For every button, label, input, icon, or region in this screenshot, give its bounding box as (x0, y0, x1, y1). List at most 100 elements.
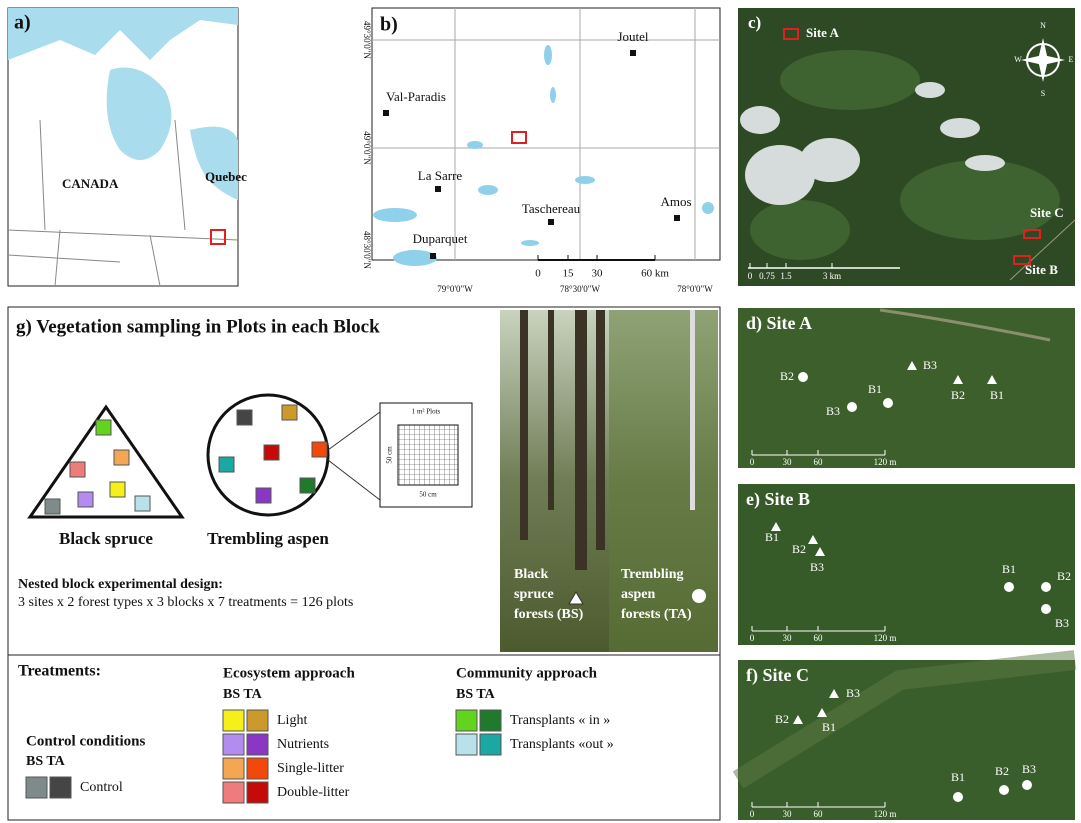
longitude-label: 78°30'0"W (560, 284, 600, 294)
block-label: B1 (868, 382, 882, 396)
treatment-square (264, 445, 279, 460)
figure: a) CANADA Quebec b) JoutelVal-ParadisLa … (0, 0, 1081, 823)
treatment-square (456, 734, 477, 755)
compass-label: S (1041, 89, 1045, 98)
panel-label: b) (380, 14, 398, 36)
inset-width: 50 cm (419, 491, 437, 499)
scale-label: 120 m (874, 809, 897, 819)
approach-title: Community approach (456, 665, 598, 681)
treatment-square (247, 710, 268, 731)
forest-type: Trembling aspen (207, 529, 329, 548)
ta-block-marker (798, 372, 808, 382)
site-label: Site B (1025, 262, 1058, 277)
ta-block-marker (1041, 582, 1051, 592)
block-label: B3 (1022, 762, 1036, 776)
block-label: B2 (780, 369, 794, 383)
inset-height: 50 cm (386, 446, 394, 464)
treatment-square (223, 782, 244, 803)
treatment-square (256, 488, 271, 503)
scale-label: 30 (592, 268, 604, 280)
block-label: B1 (1002, 562, 1016, 576)
block-label: B3 (846, 686, 860, 700)
scale-label: 3 km (823, 271, 841, 281)
map-frame (372, 8, 720, 260)
panel-title: f) Site C (746, 665, 809, 686)
town-name: Joutel (617, 29, 648, 44)
treatment-label: Double-litter (277, 785, 350, 800)
column-header: BS TA (26, 754, 66, 769)
town-marker (430, 253, 436, 259)
country-label: CANADA (62, 176, 119, 191)
ta-block-marker (1022, 780, 1032, 790)
treatment-square (219, 457, 234, 472)
treatment-label: Transplants « in » (510, 713, 610, 728)
block-label: B2 (775, 712, 789, 726)
town-marker (383, 110, 389, 116)
town-marker (630, 50, 636, 56)
treatment-label: Control (80, 780, 123, 795)
treatment-square (223, 758, 244, 779)
scale-label: 0 (750, 809, 755, 819)
ta-block-marker (1041, 604, 1051, 614)
photo-label: aspen (621, 587, 655, 602)
panel-g: g) Vegetation sampling in Plots in each … (8, 307, 720, 820)
block-label: B1 (990, 388, 1004, 402)
town-name: Taschereau (522, 201, 581, 216)
treatment-square (247, 782, 268, 803)
ta-block-marker (883, 398, 893, 408)
block-label: B2 (792, 542, 806, 556)
block-label: B1 (822, 720, 836, 734)
page: {"panel_a":{"label":"a)","country":"CANA… (0, 0, 1081, 823)
longitude-label: 79°0'0"W (437, 284, 473, 294)
panel-title: g) Vegetation sampling in Plots in each … (16, 316, 380, 337)
treatment-label: Light (277, 713, 307, 728)
treatment-square (480, 710, 501, 731)
scale-label: 60 km (641, 268, 669, 280)
scale-label: 60 (814, 809, 824, 819)
ta-block-marker (953, 792, 963, 802)
scale-label: 30 (783, 457, 793, 467)
panel-a: a) CANADA Quebec (8, 8, 247, 286)
forest-type: Black spruce (59, 529, 153, 548)
panel-title: e) Site B (746, 489, 810, 510)
scale-label: 0 (535, 268, 541, 280)
scale-label: 0 (750, 633, 755, 643)
photo-label: spruce (514, 587, 554, 602)
treatment-square (223, 710, 244, 731)
column-header: BS TA (223, 687, 263, 702)
treatment-square (78, 492, 93, 507)
photo-label: forests (TA) (621, 607, 692, 622)
treatment-square (110, 482, 125, 497)
treatment-square (300, 478, 315, 493)
treatment-label: Transplants «out » (510, 737, 614, 752)
scale-label: 30 (783, 633, 793, 643)
photo-label: forests (BS) (514, 607, 584, 622)
scale-label: 60 (814, 633, 824, 643)
treatment-square (247, 734, 268, 755)
panel-label: c) (748, 13, 761, 32)
block-label: B1 (951, 770, 965, 784)
panel-title: d) Site A (746, 313, 812, 334)
scale-label: 120 m (874, 633, 897, 643)
treatment-square (282, 405, 297, 420)
compass-label: W (1014, 55, 1022, 64)
panel-d: d) Site AB2B1B3B3B2B103060120 m (738, 308, 1075, 468)
approach-title: Control conditions (26, 733, 145, 749)
longitude-label: 78°0'0"W (677, 284, 713, 294)
scale-label: 0.75 (759, 271, 775, 281)
design-title: Nested block experimental design: (18, 577, 223, 592)
block-label: B2 (995, 764, 1009, 778)
treatment-square (96, 420, 111, 435)
treatment-square (480, 734, 501, 755)
photo-label: Black (514, 567, 548, 582)
site-label: Site C (1030, 205, 1064, 220)
town-name: Amos (660, 194, 691, 209)
block-label: B2 (951, 388, 965, 402)
latitude-label: 49°0'0"N (362, 131, 372, 165)
latitude-label: 48°30'0"N (362, 231, 372, 269)
scale-label: 30 (783, 809, 793, 819)
province-label: Quebec (205, 169, 247, 184)
treatment-square (45, 499, 60, 514)
